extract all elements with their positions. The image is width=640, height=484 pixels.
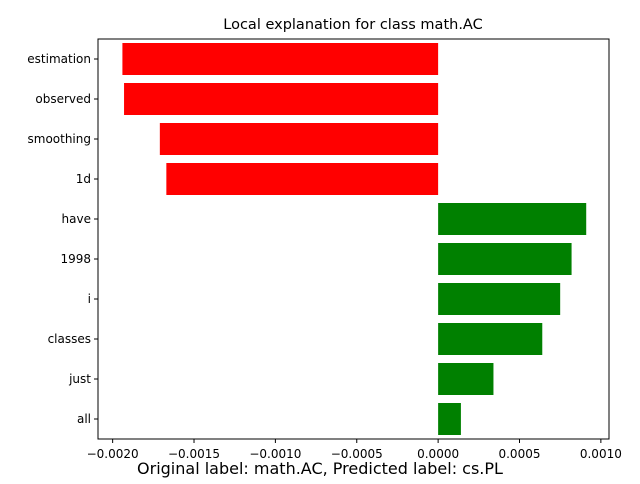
bar-just (438, 363, 494, 395)
y-tick-label: smoothing (28, 132, 92, 146)
y-tick-label: i (88, 292, 91, 306)
plot-frame (97, 38, 610, 440)
bar-1998 (438, 243, 572, 275)
x-tick-label: −0.0020 (87, 447, 139, 461)
y-tick-label: 1998 (60, 252, 91, 266)
x-axis: −0.0020 −0.0015 −0.0010 −0.0005 0.0000 0.0005… (87, 439, 622, 461)
bar-observed (124, 83, 439, 115)
y-tick-label: have (62, 212, 91, 226)
y-axis: estimation observed smoothing 1d have 1998 i cl… (27, 52, 98, 426)
y-tick-label: 1d (76, 172, 91, 186)
x-tick-label: −0.0005 (331, 447, 383, 461)
bar-estimation (122, 43, 439, 75)
bar-1d (166, 163, 439, 195)
bar-all (438, 403, 461, 435)
x-tick-label: 0.0010 (580, 447, 622, 461)
y-tick-label: classes (48, 332, 91, 346)
bars-group (122, 43, 587, 435)
x-tick-label: 0.0005 (498, 447, 540, 461)
bar-smoothing (159, 123, 439, 155)
bar-i (438, 283, 561, 315)
y-tick-label: just (68, 372, 91, 386)
bar-classes (438, 323, 543, 355)
x-tick-label: −0.0010 (249, 447, 301, 461)
x-tick-label: 0.0000 (417, 447, 459, 461)
y-tick-label: all (77, 412, 91, 426)
bar-have (438, 203, 587, 235)
y-tick-label: observed (35, 92, 91, 106)
chart-caption: Original label: math.AC, Predicted label… (137, 459, 503, 478)
x-tick-label: −0.0015 (168, 447, 220, 461)
y-tick-label: estimation (27, 52, 91, 66)
chart-title: Local explanation for class math.AC (223, 17, 482, 33)
